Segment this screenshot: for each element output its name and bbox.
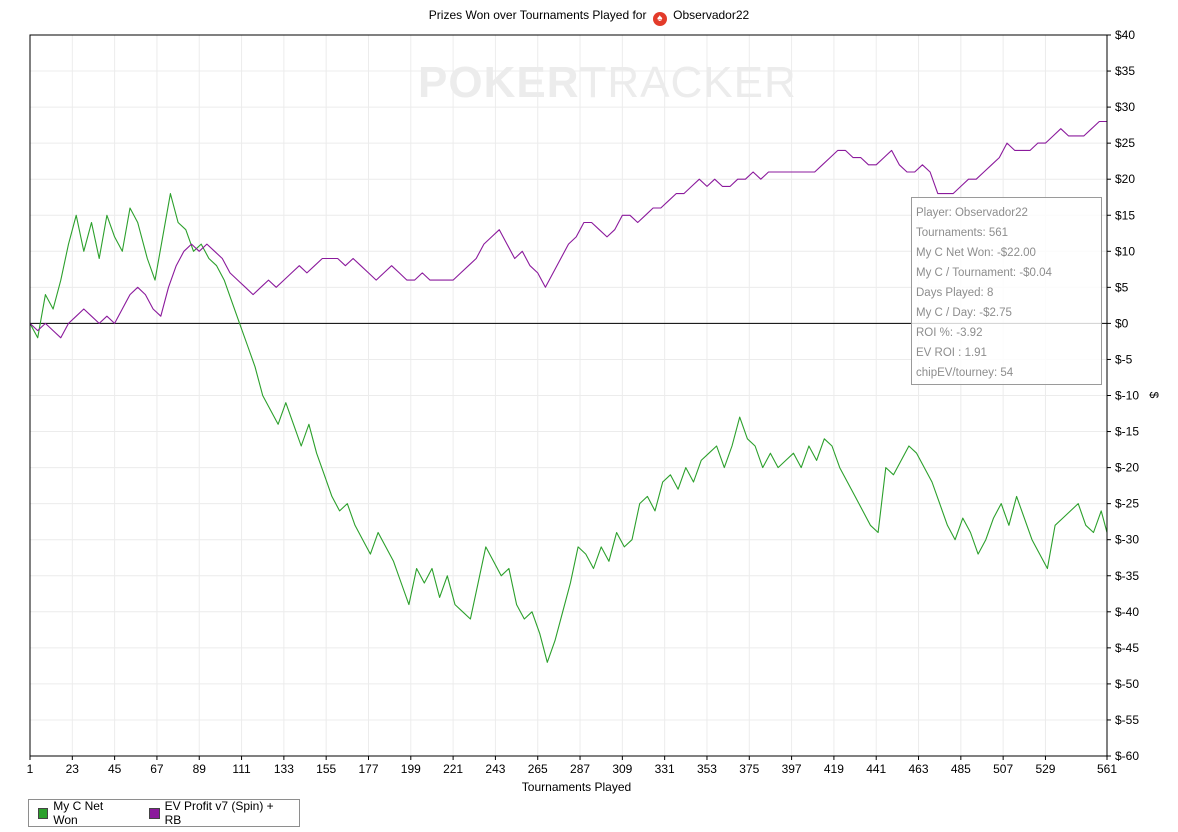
x-tick-label: 375 bbox=[739, 762, 759, 776]
legend-label: My C Net Won bbox=[53, 799, 104, 827]
x-tick-label: 353 bbox=[697, 762, 717, 776]
chart-title-player: Observador22 bbox=[673, 8, 750, 22]
tooltip-line: Days Played: 8 bbox=[916, 287, 994, 299]
tooltip-line: ROI %: -3.92 bbox=[916, 327, 983, 339]
y-tick-label: $-55 bbox=[1115, 713, 1139, 727]
x-tick-label: 133 bbox=[274, 762, 294, 776]
poker-tracker-watermark: POKERTRACKER bbox=[418, 58, 797, 107]
x-tick-label: 507 bbox=[993, 762, 1013, 776]
x-tick-label: 331 bbox=[655, 762, 675, 776]
y-tick-label: $-10 bbox=[1115, 389, 1139, 403]
tooltip-line: My C / Tournament: -$0.04 bbox=[916, 267, 1052, 279]
chart-title: Prizes Won over Tournaments Played for ♠… bbox=[0, 8, 1178, 26]
y-tick-label: $-20 bbox=[1115, 461, 1139, 475]
x-tick-label: 221 bbox=[443, 762, 463, 776]
chart-legend: My C Net Won EV Profit v7 (Spin) + RB bbox=[28, 799, 300, 827]
y-tick-label: $-15 bbox=[1115, 425, 1139, 439]
x-tick-label: 199 bbox=[401, 762, 421, 776]
x-tick-label: 419 bbox=[824, 762, 844, 776]
x-tick-label: 309 bbox=[612, 762, 632, 776]
x-tick-label: 243 bbox=[485, 762, 505, 776]
y-tick-label: $0 bbox=[1115, 316, 1129, 330]
x-tick-label: 441 bbox=[866, 762, 886, 776]
x-axis-label: Tournaments Played bbox=[522, 780, 631, 794]
legend-swatch bbox=[149, 807, 160, 819]
y-axis-label: $ bbox=[1147, 392, 1161, 399]
tooltip-line: chipEV/tourney: 54 bbox=[916, 367, 1014, 379]
y-tick-label: $-60 bbox=[1115, 749, 1139, 763]
y-tick-label: $-5 bbox=[1115, 352, 1133, 366]
y-tick-label: $35 bbox=[1115, 64, 1135, 78]
y-tick-label: $-45 bbox=[1115, 641, 1139, 655]
x-tick-label: 155 bbox=[316, 762, 336, 776]
tooltip-line: Tournaments: 561 bbox=[916, 227, 1009, 239]
y-tick-label: $25 bbox=[1115, 136, 1135, 150]
x-tick-label: 177 bbox=[358, 762, 378, 776]
y-tick-label: $20 bbox=[1115, 172, 1135, 186]
tooltip-line: My C / Day: -$2.75 bbox=[916, 307, 1012, 319]
y-tick-label: $30 bbox=[1115, 100, 1135, 114]
x-tick-label: 111 bbox=[232, 762, 251, 776]
x-tick-label: 45 bbox=[108, 762, 122, 776]
y-tick-label: $10 bbox=[1115, 244, 1135, 258]
legend-label: EV Profit v7 (Spin) + RB bbox=[164, 799, 274, 827]
tooltip-line: My C Net Won: -$22.00 bbox=[916, 247, 1036, 259]
x-tick-label: 287 bbox=[570, 762, 590, 776]
legend-item-ev-profit[interactable]: EV Profit v7 (Spin) + RB bbox=[149, 799, 283, 827]
x-tick-label: 485 bbox=[951, 762, 971, 776]
x-tick-label: 67 bbox=[150, 762, 164, 776]
y-tick-label: $-40 bbox=[1115, 605, 1139, 619]
series-line-my-c-net-won bbox=[30, 193, 1107, 663]
y-tick-label: $15 bbox=[1115, 208, 1135, 222]
legend-item-my-c-net-won[interactable]: My C Net Won bbox=[38, 799, 124, 827]
chart-title-prefix: Prizes Won over Tournaments Played for bbox=[428, 8, 647, 22]
y-tick-label: $40 bbox=[1115, 28, 1135, 42]
spade-icon: ♠ bbox=[652, 12, 667, 26]
x-tick-label: 1 bbox=[27, 762, 34, 776]
y-tick-label: $5 bbox=[1115, 280, 1129, 294]
x-tick-label: 561 bbox=[1097, 762, 1117, 776]
y-tick-label: $-35 bbox=[1115, 569, 1139, 583]
y-tick-label: $-50 bbox=[1115, 677, 1139, 691]
tooltip-line: EV ROI : 1.91 bbox=[916, 347, 987, 359]
series-line-ev-profit bbox=[30, 120, 1107, 339]
x-tick-label: 463 bbox=[909, 762, 929, 776]
y-tick-label: $-30 bbox=[1115, 533, 1139, 547]
y-tick-label: $-25 bbox=[1115, 497, 1139, 511]
x-tick-label: 529 bbox=[1035, 762, 1055, 776]
x-tick-label: 89 bbox=[193, 762, 207, 776]
stats-tooltip: Player: Observador22 Tournaments: 561 My C… bbox=[911, 197, 1102, 385]
legend-swatch bbox=[38, 807, 49, 819]
tooltip-line: Player: Observador22 bbox=[916, 207, 1028, 219]
x-tick-label: 23 bbox=[66, 762, 80, 776]
x-tick-label: 397 bbox=[782, 762, 802, 776]
x-tick-label: 265 bbox=[528, 762, 548, 776]
